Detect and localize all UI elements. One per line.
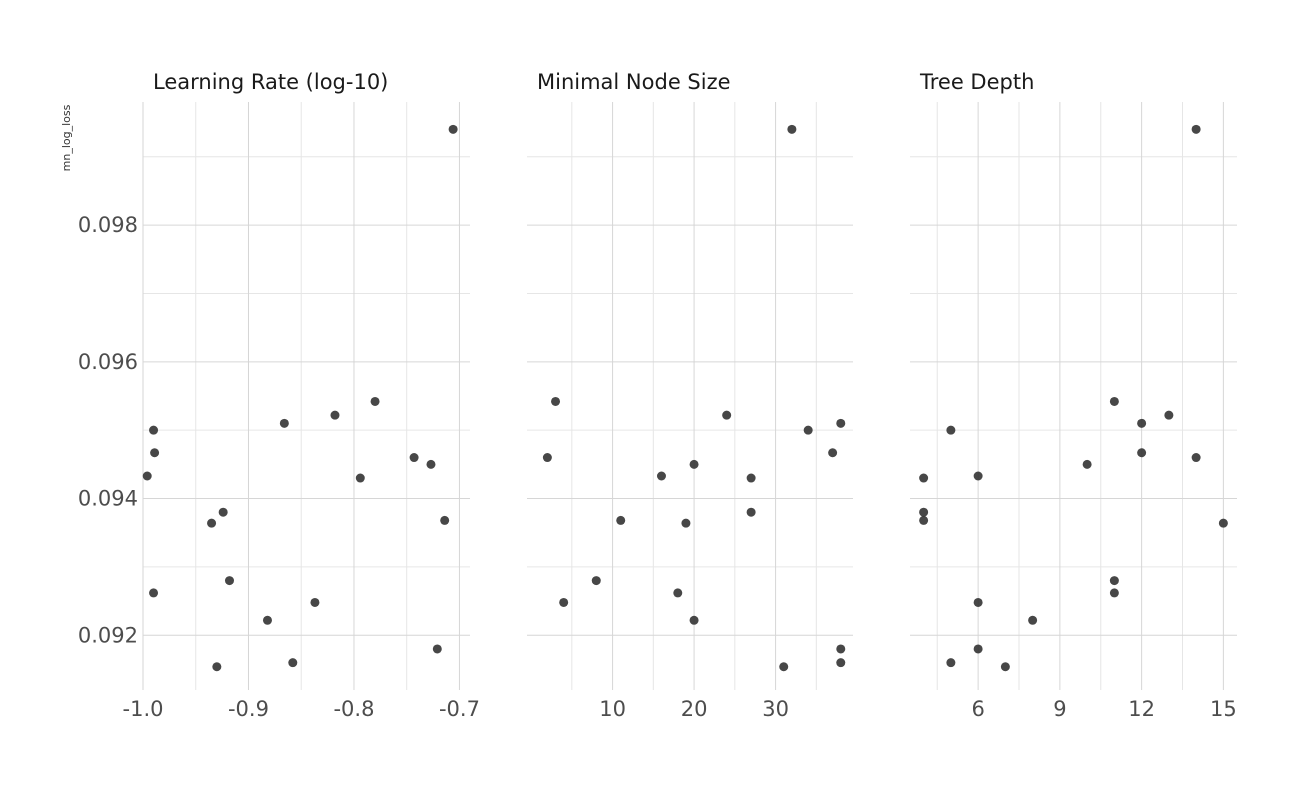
data-point (689, 615, 699, 625)
data-point (946, 658, 956, 668)
data-point (616, 515, 626, 525)
data-point (1082, 459, 1092, 469)
panel-3: Tree Depth 6 9 12 15 (910, 70, 1237, 721)
data-point (591, 576, 601, 586)
data-point (370, 396, 380, 406)
data-point (212, 662, 222, 672)
data-point (681, 518, 691, 528)
x-tick-label: 9 (1053, 697, 1066, 721)
data-point (1028, 615, 1038, 625)
x-tick-label: -0.7 (439, 697, 480, 721)
data-point (551, 396, 561, 406)
data-point (1109, 396, 1119, 406)
data-point (779, 662, 789, 672)
data-point (224, 576, 234, 586)
data-point (1137, 448, 1147, 458)
data-point (919, 507, 929, 517)
y-axis: 0.092 0.094 0.096 0.098 (78, 213, 138, 647)
data-point (1191, 453, 1201, 463)
data-point (836, 418, 846, 428)
data-point (803, 425, 813, 435)
data-point (409, 453, 419, 463)
data-point (746, 473, 756, 483)
data-point (1109, 576, 1119, 586)
y-tick-label: 0.092 (78, 623, 138, 647)
x-tick-label: -0.8 (333, 697, 374, 721)
data-point (973, 644, 983, 654)
data-point (656, 471, 666, 481)
y-tick-label: 0.094 (78, 487, 138, 511)
x-tick-label: 15 (1210, 697, 1237, 721)
data-point (828, 448, 838, 458)
panel-title: Minimal Node Size (537, 70, 731, 94)
data-point (330, 410, 340, 420)
data-point (1000, 662, 1010, 672)
data-point (1218, 518, 1228, 528)
data-point (432, 644, 442, 654)
panel-1: Learning Rate (log-10) -1.0 -0.9 -0.8 -0.7 (123, 70, 480, 721)
data-point (1137, 418, 1147, 428)
panel-title: Tree Depth (919, 70, 1034, 94)
x-tick-label: 12 (1128, 697, 1155, 721)
data-point (746, 507, 756, 517)
x-tick-label: -0.9 (228, 697, 269, 721)
data-point (836, 658, 846, 668)
data-point (262, 615, 272, 625)
data-point (149, 588, 159, 598)
data-point (218, 507, 228, 517)
data-point (448, 124, 458, 134)
data-point (1109, 588, 1119, 598)
data-point (1191, 124, 1201, 134)
data-point (559, 597, 569, 607)
data-point (689, 459, 699, 469)
data-point (426, 459, 436, 469)
data-point (149, 425, 159, 435)
data-point (919, 473, 929, 483)
data-point (973, 597, 983, 607)
data-point (973, 471, 983, 481)
y-axis-label: mn_log_loss (60, 104, 73, 171)
data-point (288, 658, 298, 668)
data-point (142, 471, 152, 481)
data-point (279, 418, 289, 428)
y-tick-label: 0.096 (78, 350, 138, 374)
data-point (542, 453, 552, 463)
data-point (310, 597, 320, 607)
data-point (919, 515, 929, 525)
panel-2: Minimal Node Size 10 20 30 (527, 70, 853, 721)
data-point (1164, 410, 1174, 420)
data-point (440, 515, 450, 525)
panel-title: Learning Rate (log-10) (153, 70, 388, 94)
y-tick-label: 0.098 (78, 213, 138, 237)
data-point (207, 518, 217, 528)
x-tick-label: -1.0 (123, 697, 164, 721)
x-tick-label: 6 (971, 697, 984, 721)
x-tick-label: 20 (681, 697, 708, 721)
data-point (836, 644, 846, 654)
data-point (150, 448, 160, 458)
data-point (355, 473, 365, 483)
x-tick-label: 10 (599, 697, 626, 721)
data-point (673, 588, 683, 598)
data-point (722, 410, 732, 420)
data-point (946, 425, 956, 435)
data-point (787, 124, 797, 134)
x-tick-label: 30 (762, 697, 789, 721)
